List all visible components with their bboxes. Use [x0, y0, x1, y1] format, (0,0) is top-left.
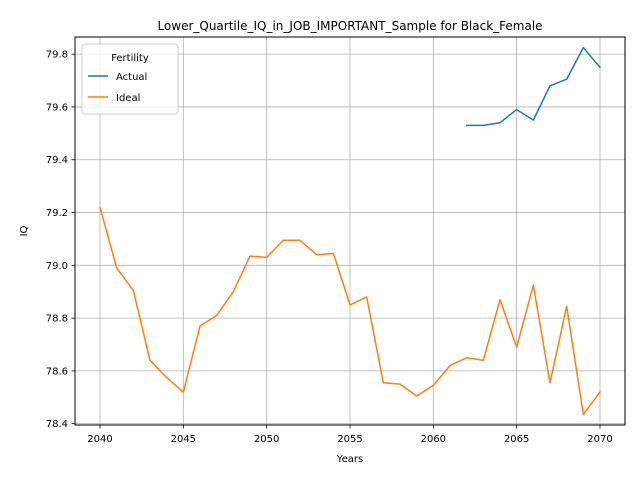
x-tick-label: 2055 [337, 434, 362, 445]
y-tick-label: 79.8 [46, 50, 68, 61]
x-tick-label: 2045 [171, 434, 196, 445]
axis-ticks: 2040 2045 2050 2055 2060 2065 2070 78.4 78.6 78.8… [46, 50, 613, 445]
legend-label-actual: Actual [116, 72, 147, 83]
legend-title: Fertility [111, 53, 149, 64]
legend-label-ideal: Ideal [116, 93, 140, 104]
chart-title: Lower_Quartile_IQ_in_JOB_IMPORTANT_Sampl… [157, 19, 542, 33]
x-axis-label: Years [336, 454, 363, 465]
y-tick-label: 79.2 [46, 208, 68, 219]
x-tick-label: 2065 [504, 434, 529, 445]
y-tick-label: 78.4 [46, 419, 68, 430]
y-tick-label: 78.8 [46, 314, 68, 325]
series-line-actual [465, 46, 602, 127]
x-tick-label: 2050 [254, 434, 279, 445]
y-tick-label: 78.6 [46, 366, 68, 377]
legend: Fertility Actual Ideal [81, 43, 179, 115]
x-tick-label: 2060 [421, 434, 446, 445]
grid [75, 37, 625, 425]
y-tick-label: 79.0 [46, 261, 68, 272]
x-tick-label: 2070 [587, 434, 612, 445]
x-tick-label: 2040 [87, 434, 112, 445]
y-tick-label: 79.4 [46, 155, 68, 166]
y-axis-label: IQ [19, 225, 30, 236]
y-tick-label: 79.6 [46, 102, 68, 113]
series-line-ideal [99, 206, 602, 416]
series-lines [99, 46, 602, 416]
